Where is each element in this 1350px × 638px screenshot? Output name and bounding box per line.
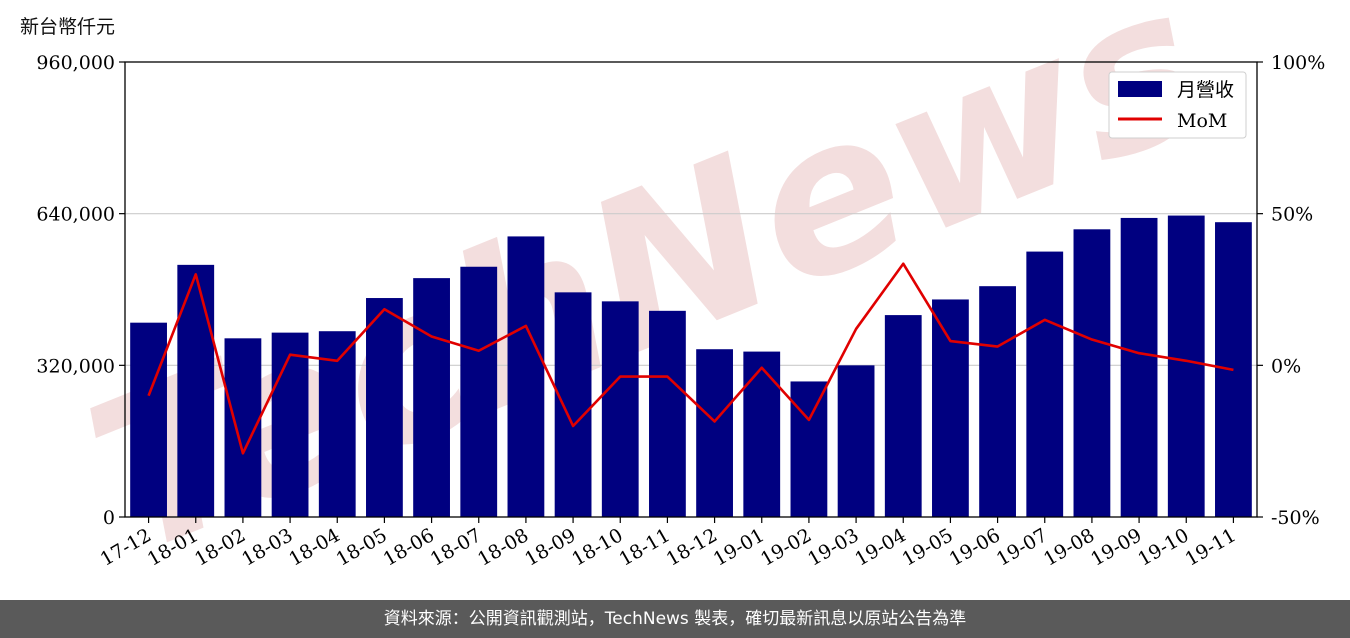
x-tick-label: 19-06 [946,524,1004,570]
x-tick-label: 18-07 [427,524,485,570]
bar-19-05 [932,299,969,517]
right-tick-label: 50% [1271,204,1313,226]
bar-18-11 [649,310,686,517]
x-tick-label: 18-12 [663,524,721,570]
x-tick-label: 19-05 [898,524,956,570]
bar-19-07 [1026,251,1064,518]
mom-line [147,262,1234,455]
bar-19-01 [743,351,781,517]
x-tick-label: 19-07 [993,524,1051,570]
bar-18-03 [271,332,309,517]
bar-19-08 [1073,229,1111,517]
x-tick-label: 19-01 [710,524,768,570]
legend: 月營收 MoM [1108,71,1247,139]
right-tick-label: -50% [1271,507,1320,529]
bar-series [130,215,1252,518]
bar-18-06 [413,278,450,517]
bar-19-06 [979,286,1016,517]
left-tick-label: 320,000 [36,355,115,377]
bar-18-01 [177,264,215,517]
x-tick-label: 18-06 [380,524,438,570]
source-footer: 資料來源：公開資訊觀測站，TechNews 製表，確切最新訊息以原站公告為準 [0,600,1350,638]
right-tick-label: 0% [1271,355,1301,377]
bar-18-12 [696,349,733,517]
legend-bar-swatch [1118,81,1162,97]
bar-18-08 [507,236,545,517]
bar-19-04 [884,315,922,517]
x-tick-label: 18-11 [615,524,673,570]
legend-line-label: MoM [1177,110,1227,132]
y-axis-unit-label: 新台幣仟元 [20,16,116,38]
bar-19-09 [1120,217,1158,517]
left-tick-label: 0 [103,507,115,529]
x-tick-label: 19-11 [1181,524,1239,570]
bar-18-09 [554,292,592,517]
right-tick-label: 100% [1271,52,1325,74]
x-tick-label: 19-10 [1134,524,1192,570]
bar-19-03 [837,365,875,517]
bar-19-02 [790,381,828,517]
bar-17-12 [130,322,167,517]
x-tick-label: 18-08 [474,524,532,570]
grid-lines [125,213,1257,366]
left-tick-label: 960,000 [36,52,115,74]
right-axis: -50% 0% 50% 100% [1257,52,1325,529]
x-tick-label: 19-08 [1040,524,1098,570]
bar-18-04 [318,331,356,517]
plot-frame [124,61,1258,518]
bar-18-10 [601,301,639,517]
bar-18-07 [460,266,498,517]
mom-line-series [147,262,1234,455]
x-tick-label: 18-05 [332,524,390,570]
x-tick-label: 19-02 [757,524,815,570]
bar-19-10 [1167,215,1205,517]
bar-18-05 [366,298,403,517]
x-tick-label: 19-04 [851,524,909,570]
legend-bar-label: 月營收 [1177,79,1234,101]
left-axis: 0 320,000 640,000 960,000 [36,52,125,529]
left-tick-label: 640,000 [36,204,115,226]
x-tick-label: 18-09 [521,524,579,570]
x-tick-label: 18-10 [568,524,626,570]
x-tick-label: 19-09 [1087,524,1145,570]
x-tick-label: 19-03 [804,524,862,570]
